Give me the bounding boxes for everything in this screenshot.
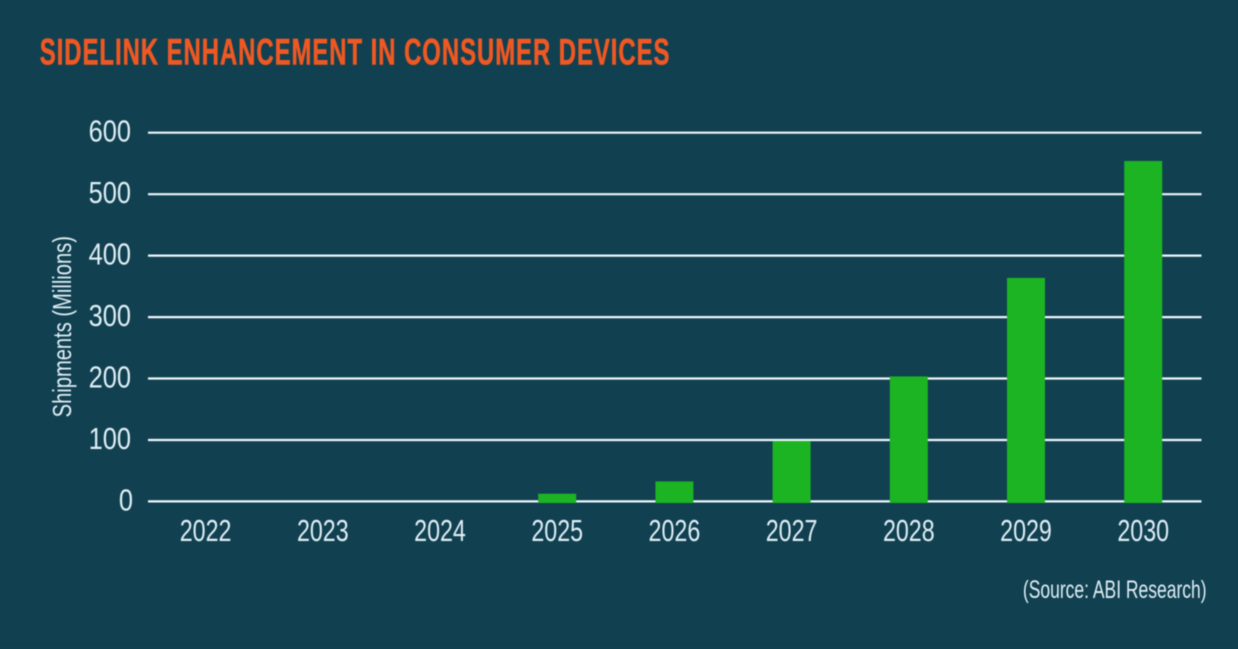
svg-text:2026: 2026 — [649, 513, 701, 548]
svg-text:2024: 2024 — [414, 513, 466, 548]
svg-text:Shipments (Millions): Shipments (Millions) — [48, 236, 77, 417]
svg-text:2028: 2028 — [883, 513, 935, 548]
svg-text:400: 400 — [89, 237, 131, 272]
svg-text:(Source: ABI Research): (Source: ABI Research) — [1023, 575, 1207, 604]
svg-text:200: 200 — [89, 360, 131, 395]
svg-text:2022: 2022 — [180, 513, 232, 548]
svg-text:SIDELINK ENHANCEMENT IN CONSUM: SIDELINK ENHANCEMENT IN CONSUMER DEVICES — [40, 31, 671, 73]
svg-text:2023: 2023 — [297, 513, 349, 548]
svg-text:100: 100 — [89, 422, 131, 457]
svg-text:2027: 2027 — [766, 513, 818, 548]
svg-text:600: 600 — [89, 114, 131, 149]
svg-text:300: 300 — [89, 299, 131, 334]
svg-text:2029: 2029 — [1000, 513, 1052, 548]
svg-text:2025: 2025 — [531, 513, 583, 548]
svg-text:0: 0 — [119, 483, 133, 518]
svg-text:500: 500 — [89, 176, 131, 211]
svg-text:2030: 2030 — [1117, 513, 1169, 548]
